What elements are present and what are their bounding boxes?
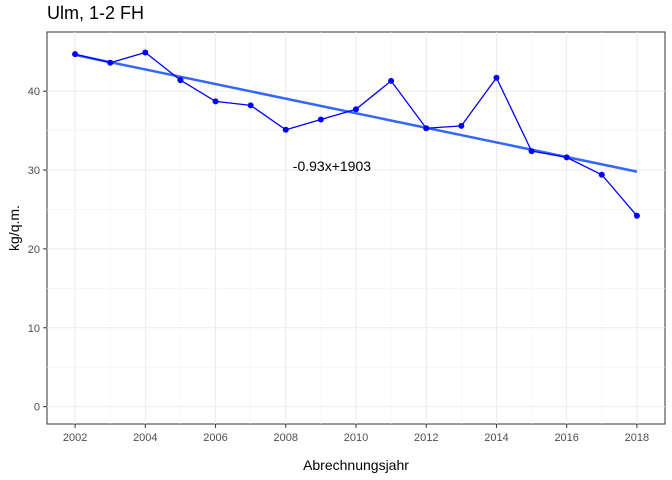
- major-gridlines: [47, 32, 665, 424]
- x-tick-label: 2018: [625, 432, 649, 444]
- data-point: [528, 148, 535, 155]
- data-point: [493, 74, 500, 81]
- x-tick-label: 2012: [414, 432, 438, 444]
- x-tick-label: 2016: [554, 432, 578, 444]
- data-point: [388, 77, 395, 84]
- data-point: [247, 102, 254, 109]
- x-axis-title: Abrechnungsjahr: [303, 457, 409, 473]
- data-point: [423, 125, 430, 132]
- y-tick-label: 10: [28, 323, 40, 335]
- y-axis: 0 10 20 30 40: [28, 86, 47, 414]
- y-tick-label: 40: [28, 86, 40, 98]
- data-point: [317, 116, 324, 123]
- data-point: [142, 49, 149, 56]
- data-point: [282, 126, 289, 133]
- series-layer: [72, 49, 640, 219]
- data-point: [633, 212, 640, 219]
- y-tick-label: 20: [28, 244, 40, 256]
- x-tick-label: 2002: [63, 432, 87, 444]
- trend-layer: [74, 53, 638, 173]
- data-point: [563, 154, 570, 161]
- x-tick-label: 2008: [274, 432, 298, 444]
- chart-title: Ulm, 1-2 FH: [47, 3, 144, 23]
- data-point: [177, 77, 184, 84]
- data-point: [107, 59, 114, 66]
- trend-line: [74, 53, 638, 173]
- x-axis: 2002 2004 2006 2008 2010 2012 2014 2016 2018: [63, 424, 649, 444]
- y-tick-label: 30: [28, 165, 40, 177]
- y-axis-title: kg/q.m.: [6, 205, 22, 251]
- data-point: [598, 171, 605, 178]
- y-tick-label: 0: [34, 402, 40, 414]
- x-tick-label: 2014: [484, 432, 508, 444]
- x-tick-label: 2010: [344, 432, 368, 444]
- x-tick-label: 2004: [133, 432, 157, 444]
- trend-equation-label: -0.93x+1903: [293, 158, 371, 174]
- data-point: [458, 122, 465, 129]
- x-tick-label: 2006: [203, 432, 227, 444]
- data-point: [212, 98, 219, 105]
- data-point: [72, 51, 79, 58]
- data-point: [353, 106, 359, 113]
